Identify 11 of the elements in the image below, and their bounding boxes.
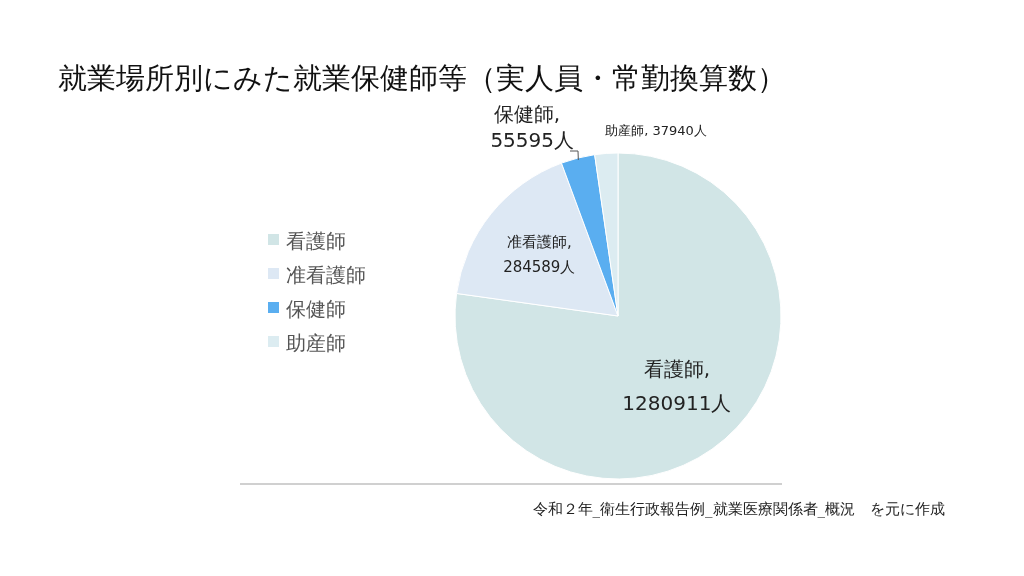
chart-title: 就業場所別にみた就業保健師等（実人員・常勤換算数） [58, 61, 786, 95]
text: 令和２年_衛生行政報告例_就業医療関係者_概況 を元に作成 [532, 500, 945, 518]
data-label: 准看護師, 284589人 [503, 232, 576, 277]
pie-slice [454, 152, 782, 480]
data-label: 助産師, 37940人 [605, 123, 707, 138]
data-label: 保健師, 55595人 [490, 102, 574, 152]
legend-label: 看護師 [286, 229, 346, 253]
data-label: 看護師, 1280911人 [622, 356, 732, 415]
legend-label: 保健師 [286, 297, 346, 321]
legend-label: 准看護師 [286, 263, 366, 287]
legend-label: 助産師 [286, 331, 346, 355]
